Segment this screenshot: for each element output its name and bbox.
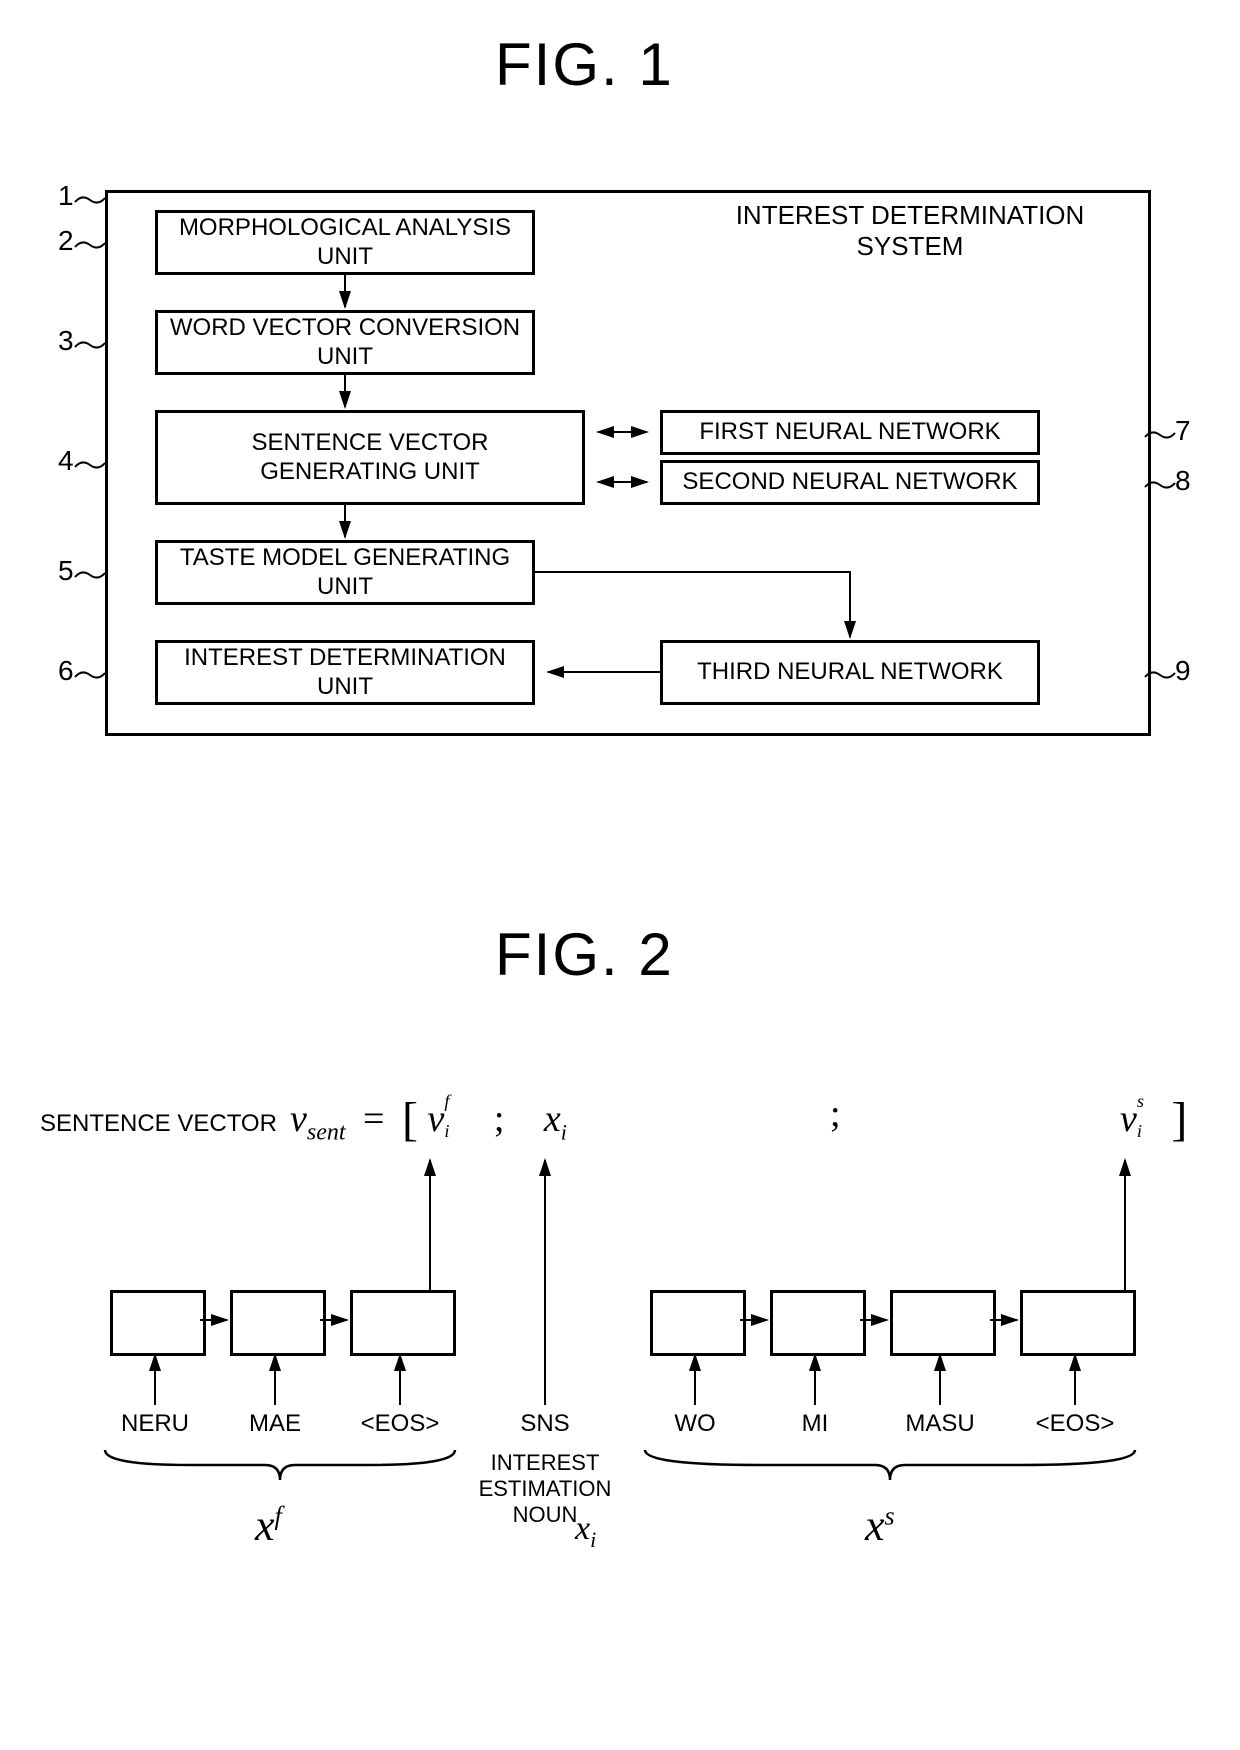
fig1-tilde-2: [75, 239, 105, 251]
fig2-lword-0: NERU: [105, 1410, 205, 1438]
fig2-lbox-0: [110, 1290, 206, 1356]
fig2-brace-right: [640, 1445, 1140, 1485]
fig1-box-morph: MORPHOLOGICAL ANALYSIS UNIT: [155, 210, 535, 275]
fig1-box-taste: TASTE MODEL GENERATING UNIT: [155, 540, 535, 605]
semi2: ;: [830, 1092, 841, 1136]
fig2-rbox-0: [650, 1290, 746, 1356]
fig1-ref-8: 8: [1175, 465, 1191, 497]
fig1-tilde-4: [75, 459, 105, 471]
fig1-ref-2: 2: [58, 225, 74, 257]
fig2-rword-2: MASU: [890, 1410, 990, 1438]
fig1-ref-4: 4: [58, 445, 74, 477]
fig2-lword-2: <EOS>: [350, 1410, 450, 1438]
fig1-ref-9: 9: [1175, 655, 1191, 687]
page: FIG. 1 INTEREST DETERMINATION SYSTEM 1 M…: [0, 0, 1240, 1750]
fig1-tilde-9: [1145, 669, 1175, 681]
vif: vif: [427, 1098, 444, 1140]
fig1-tilde-8: [1145, 479, 1175, 491]
fig1-system-label: INTEREST DETERMINATION SYSTEM: [720, 200, 1100, 262]
fig2-mword: SNS: [495, 1410, 595, 1438]
fig2-formula: vsent = [ vif ; xi: [290, 1092, 567, 1147]
fig2-brace-left: [100, 1445, 460, 1485]
fig2-lword-1: MAE: [225, 1410, 325, 1438]
fig2-rbox-3: [1020, 1290, 1136, 1356]
fig1-ref-7: 7: [1175, 415, 1191, 447]
fig1-box-nn3: THIRD NEURAL NETWORK: [660, 640, 1040, 705]
fig2-rword-1: MI: [765, 1410, 865, 1438]
vsent-v: vsent: [290, 1098, 346, 1140]
fig2-xf: xf: [255, 1500, 282, 1551]
fig2-rword-3: <EOS>: [1025, 1410, 1125, 1438]
fig2-title: FIG. 2: [495, 920, 674, 989]
fig1-ref-3: 3: [58, 325, 74, 357]
fig2-rbox-2: [890, 1290, 996, 1356]
fig2-rbox-1: [770, 1290, 866, 1356]
fig2-lbox-1: [230, 1290, 326, 1356]
fig1-box-nn2: SECOND NEURAL NETWORK: [660, 460, 1040, 505]
eq: =: [363, 1098, 384, 1140]
fig2-xs: xs: [865, 1500, 895, 1551]
vis: vis: [1120, 1098, 1137, 1140]
fig1-ref-6: 6: [58, 655, 74, 687]
fig1-tilde-6: [75, 669, 105, 681]
fig1-tilde-7: [1145, 429, 1175, 441]
fig2-lbox-2: [350, 1290, 456, 1356]
fig1-tilde-3: [75, 339, 105, 351]
fig1-tilde-5: [75, 569, 105, 581]
fig1-box-interest: INTEREST DETERMINATION UNIT: [155, 640, 535, 705]
xi: xi: [544, 1098, 567, 1140]
fig1-box-wordvec: WORD VECTOR CONVERSION UNIT: [155, 310, 535, 375]
semi1: ;: [494, 1098, 505, 1140]
fig2-sentence-vector-label: SENTENCE VECTOR: [40, 1110, 277, 1138]
fig1-ref-1: 1: [58, 180, 74, 212]
fig1-ref-5: 5: [58, 555, 74, 587]
vis-close: vis ]: [1120, 1092, 1187, 1147]
fig2-xi-label: xi: [575, 1510, 596, 1553]
open-bracket: [: [402, 1093, 418, 1146]
fig1-box-nn1: FIRST NEURAL NETWORK: [660, 410, 1040, 455]
fig1-title: FIG. 1: [495, 30, 674, 99]
fig1-box-sentvec: SENTENCE VECTOR GENERATING UNIT: [155, 410, 585, 505]
fig1-tilde-1: [75, 194, 105, 206]
fig2-interest-noun-label: INTEREST ESTIMATION NOUN: [445, 1450, 645, 1528]
fig2-rword-0: WO: [645, 1410, 745, 1438]
close-bracket: ]: [1171, 1093, 1187, 1146]
